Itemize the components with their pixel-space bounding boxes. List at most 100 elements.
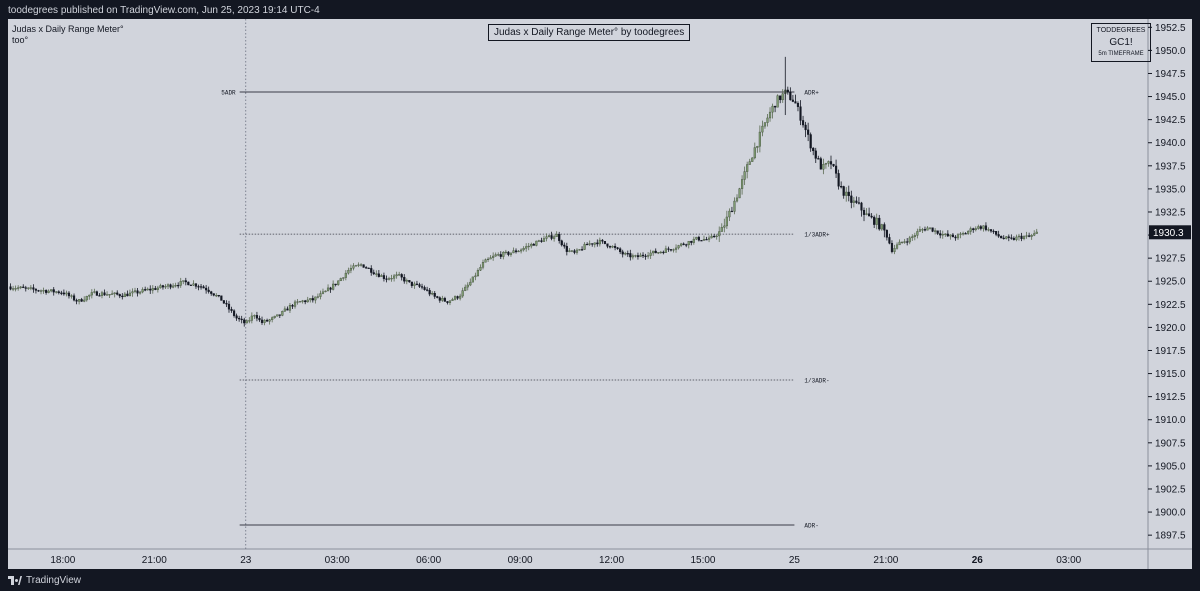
time-tick-label: 03:00 bbox=[325, 555, 350, 566]
candle-down bbox=[37, 290, 40, 292]
candle-up bbox=[568, 250, 571, 252]
candle-down bbox=[230, 308, 233, 311]
candle-up bbox=[248, 320, 251, 322]
candle-down bbox=[799, 106, 802, 121]
candle-down bbox=[443, 298, 446, 302]
candle-up bbox=[215, 295, 218, 297]
candle-down bbox=[197, 286, 200, 288]
candle-down bbox=[220, 295, 223, 301]
time-tick-label: 03:00 bbox=[1056, 555, 1081, 566]
third-adr-plus-label: 1/3ADR+ bbox=[804, 232, 830, 239]
candle-down bbox=[883, 224, 886, 231]
candle-down bbox=[619, 248, 622, 253]
candle-up bbox=[911, 236, 914, 239]
price-tick-label: 1935.0 bbox=[1155, 184, 1186, 195]
candle-down bbox=[400, 274, 403, 278]
candle-down bbox=[514, 250, 518, 253]
chart-pane[interactable]: 1897.5 1900.0 1902.5 1905.0 1907.5 1910.0 1912… bbox=[8, 19, 1192, 569]
candle-down bbox=[377, 273, 380, 277]
candle-down bbox=[705, 239, 708, 241]
candle-up bbox=[771, 105, 774, 113]
candle-up bbox=[672, 249, 675, 251]
candle-up bbox=[768, 111, 772, 119]
candle-up bbox=[758, 131, 761, 147]
candle-up bbox=[687, 240, 690, 246]
candle-down bbox=[260, 319, 264, 323]
candle-up bbox=[941, 233, 944, 236]
time-tick-label: 21:00 bbox=[873, 555, 898, 566]
time-tick-label: 26 bbox=[972, 555, 984, 566]
candle-up bbox=[349, 267, 353, 271]
candle-up bbox=[916, 231, 919, 236]
candle-up bbox=[306, 299, 309, 303]
candle-up bbox=[273, 315, 276, 318]
candle-down bbox=[418, 284, 421, 287]
candle-up bbox=[728, 210, 731, 218]
candle-down bbox=[436, 296, 439, 298]
candle-down bbox=[591, 243, 594, 245]
tradingview-logo[interactable]: TradingView bbox=[8, 575, 81, 586]
candle-up bbox=[720, 227, 723, 232]
candle-up bbox=[105, 294, 109, 296]
candle-down bbox=[32, 287, 35, 290]
indicator-name[interactable]: Judas x Daily Range Meter° bbox=[12, 24, 124, 34]
candle-down bbox=[9, 286, 12, 290]
candle-down bbox=[238, 317, 241, 320]
candle-up bbox=[547, 235, 551, 237]
candle-up bbox=[865, 213, 868, 215]
candle-up bbox=[575, 249, 579, 253]
candle-up bbox=[647, 255, 650, 257]
candle-down bbox=[266, 319, 269, 322]
candle-up bbox=[39, 290, 43, 292]
candle-down bbox=[850, 195, 853, 203]
candle-up bbox=[337, 280, 340, 285]
candle-down bbox=[992, 230, 995, 233]
price-tick-label: 1925.0 bbox=[1155, 277, 1186, 288]
candle-up bbox=[824, 163, 828, 165]
candle-down bbox=[685, 244, 688, 246]
candle-up bbox=[395, 274, 398, 277]
candle-down bbox=[169, 284, 172, 288]
candle-down bbox=[606, 243, 609, 247]
candle-down bbox=[636, 255, 640, 258]
candle-down bbox=[144, 289, 147, 291]
price-tick-label: 1900.0 bbox=[1155, 508, 1186, 519]
price-tick-label: 1897.5 bbox=[1155, 531, 1186, 542]
candle-up bbox=[611, 245, 614, 248]
candle-down bbox=[235, 315, 238, 319]
price-tick-label: 1950.0 bbox=[1155, 46, 1186, 57]
candle-down bbox=[334, 283, 337, 286]
price-tick-label: 1902.5 bbox=[1155, 484, 1186, 495]
candle-up bbox=[166, 284, 170, 287]
candle-up bbox=[898, 241, 901, 246]
candle-up bbox=[172, 285, 175, 288]
price-tick-label: 1910.0 bbox=[1155, 415, 1186, 426]
candle-up bbox=[664, 248, 667, 253]
candle-down bbox=[410, 281, 413, 286]
candle-up bbox=[1022, 236, 1026, 239]
candle-up bbox=[78, 299, 81, 302]
candle-up bbox=[398, 274, 401, 276]
candle-up bbox=[893, 248, 896, 252]
candle-up bbox=[268, 319, 271, 322]
candle-down bbox=[372, 272, 375, 275]
price-tick-label: 1932.5 bbox=[1155, 207, 1186, 218]
candle-up bbox=[677, 245, 680, 249]
candle-up bbox=[738, 188, 741, 199]
candle-up bbox=[695, 236, 698, 240]
candle-down bbox=[499, 254, 502, 257]
candle-up bbox=[761, 125, 764, 133]
candle-up bbox=[431, 292, 434, 295]
tradingview-brand: TradingView bbox=[26, 575, 82, 586]
candle-up bbox=[639, 254, 642, 258]
candle-up bbox=[11, 288, 15, 290]
time-tick-label: 21:00 bbox=[142, 555, 167, 566]
indicator-short-name[interactable]: too° bbox=[12, 35, 29, 45]
candle-down bbox=[304, 300, 307, 303]
candle-up bbox=[1030, 235, 1033, 237]
tradingview-logo-icon bbox=[8, 576, 22, 585]
candle-down bbox=[205, 287, 208, 291]
candle-down bbox=[682, 243, 685, 245]
price-chart[interactable]: 1897.5 1900.0 1902.5 1905.0 1907.5 1910.0 1912… bbox=[8, 19, 1192, 569]
candle-up bbox=[1015, 236, 1018, 240]
